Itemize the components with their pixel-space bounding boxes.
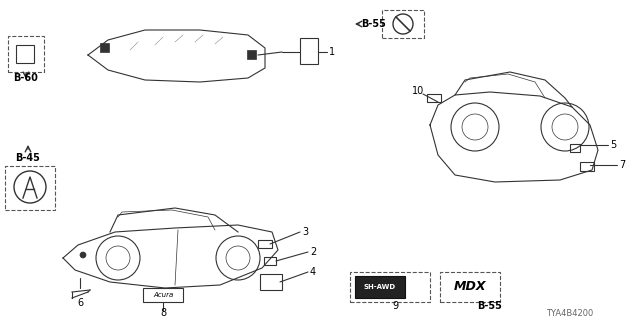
- Bar: [355, 276, 405, 298]
- Bar: [247, 50, 256, 59]
- Text: 7: 7: [619, 160, 625, 170]
- Text: 9: 9: [392, 301, 398, 311]
- Text: MDX: MDX: [454, 279, 486, 292]
- Text: 8: 8: [160, 308, 166, 318]
- Text: 3: 3: [302, 227, 308, 237]
- Bar: [570, 144, 580, 152]
- Text: TYA4B4200: TYA4B4200: [547, 309, 594, 318]
- Bar: [258, 240, 272, 248]
- Text: B-55: B-55: [477, 301, 502, 311]
- Bar: [427, 94, 441, 102]
- Text: 2: 2: [310, 247, 316, 257]
- Text: Acura: Acura: [153, 292, 173, 298]
- Bar: [143, 288, 183, 302]
- Bar: [350, 272, 430, 302]
- Text: 10: 10: [412, 86, 424, 96]
- Bar: [16, 45, 34, 63]
- Bar: [382, 10, 424, 38]
- Text: SH-AWD: SH-AWD: [364, 284, 396, 290]
- Bar: [260, 274, 282, 290]
- Text: B-60: B-60: [13, 73, 38, 83]
- Text: B-45: B-45: [15, 153, 40, 163]
- Bar: [300, 38, 318, 64]
- Bar: [8, 36, 44, 72]
- Text: 5: 5: [610, 140, 616, 150]
- Text: 6: 6: [77, 298, 83, 308]
- Bar: [100, 43, 109, 52]
- Bar: [440, 272, 500, 302]
- Text: B-55: B-55: [362, 19, 387, 29]
- Text: 1: 1: [329, 47, 335, 57]
- Text: 4: 4: [310, 267, 316, 277]
- Bar: [264, 257, 276, 265]
- Bar: [5, 166, 55, 210]
- Circle shape: [80, 252, 86, 258]
- Bar: [580, 162, 594, 171]
